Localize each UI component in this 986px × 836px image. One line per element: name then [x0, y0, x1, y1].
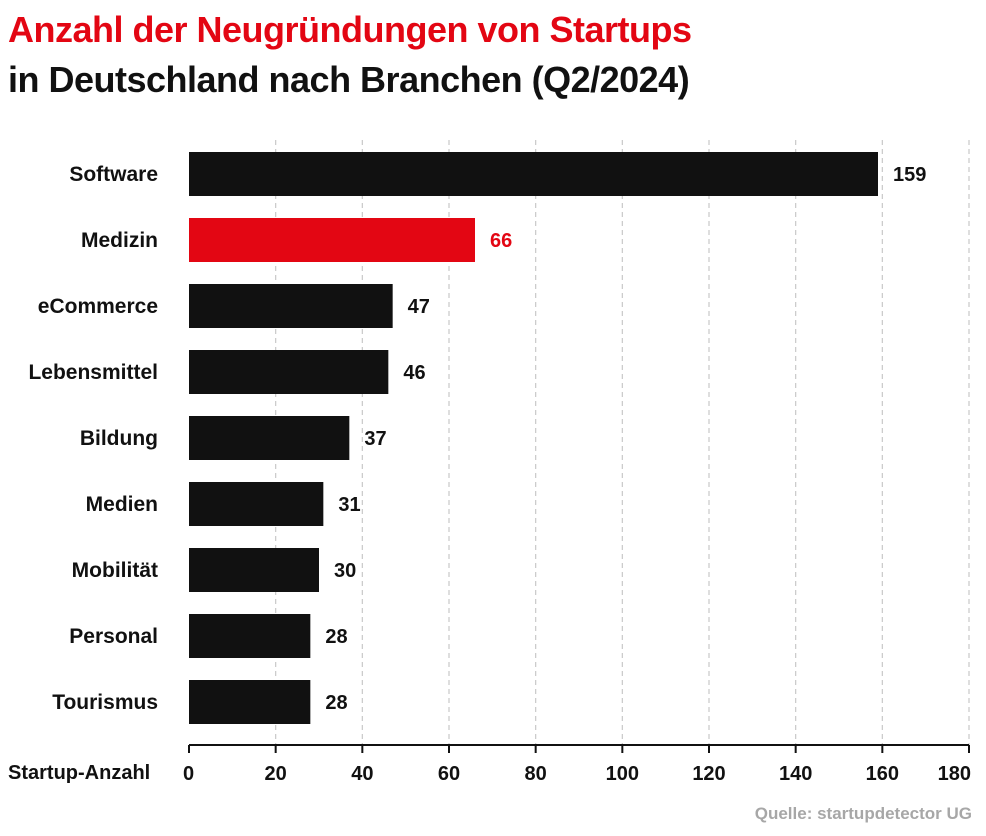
bar: [189, 680, 311, 724]
category-label: Tourismus: [52, 691, 158, 714]
x-tick-label: 20: [265, 763, 287, 785]
bar: [189, 548, 319, 592]
x-axis-label: Startup-Anzahl: [8, 762, 151, 784]
x-tick-label: 40: [351, 763, 373, 785]
data-label: 37: [364, 428, 386, 450]
data-label: 30: [334, 560, 356, 582]
x-tick-label: 80: [525, 763, 547, 785]
bar: [189, 482, 324, 526]
category-label: Medizin: [81, 229, 158, 252]
category-label: Mobilität: [72, 559, 158, 582]
data-label: 66: [490, 230, 512, 252]
x-tick-label: 180: [938, 763, 971, 785]
category-label: Personal: [69, 625, 158, 648]
x-tick-label: 160: [866, 763, 899, 785]
category-label: Lebensmittel: [28, 361, 158, 384]
source-note: Quelle: startupdetector UG: [754, 804, 972, 823]
bar: [189, 284, 393, 328]
bar: [189, 416, 350, 460]
data-label: 28: [325, 692, 347, 714]
data-label: 159: [893, 164, 926, 186]
data-label: 46: [403, 362, 425, 384]
category-label: Bildung: [80, 427, 158, 450]
x-tick-label: 60: [438, 763, 460, 785]
bar: [189, 152, 878, 196]
category-label: eCommerce: [38, 295, 158, 318]
x-tick-label: 100: [606, 763, 639, 785]
category-label: Software: [69, 163, 158, 186]
x-tick-label: 0: [183, 763, 194, 785]
bar: [189, 218, 475, 262]
data-label: 31: [338, 494, 360, 516]
x-tick-label: 140: [779, 763, 812, 785]
data-label: 47: [408, 296, 430, 318]
data-label: 28: [325, 626, 347, 648]
chart-title-line1: Anzahl der Neugründungen von Startups: [8, 9, 692, 50]
category-label: Medien: [86, 493, 158, 516]
chart-title-line2: in Deutschland nach Branchen (Q2/2024): [8, 59, 690, 100]
bar: [189, 350, 389, 394]
bar: [189, 614, 311, 658]
x-tick-label: 120: [692, 763, 725, 785]
